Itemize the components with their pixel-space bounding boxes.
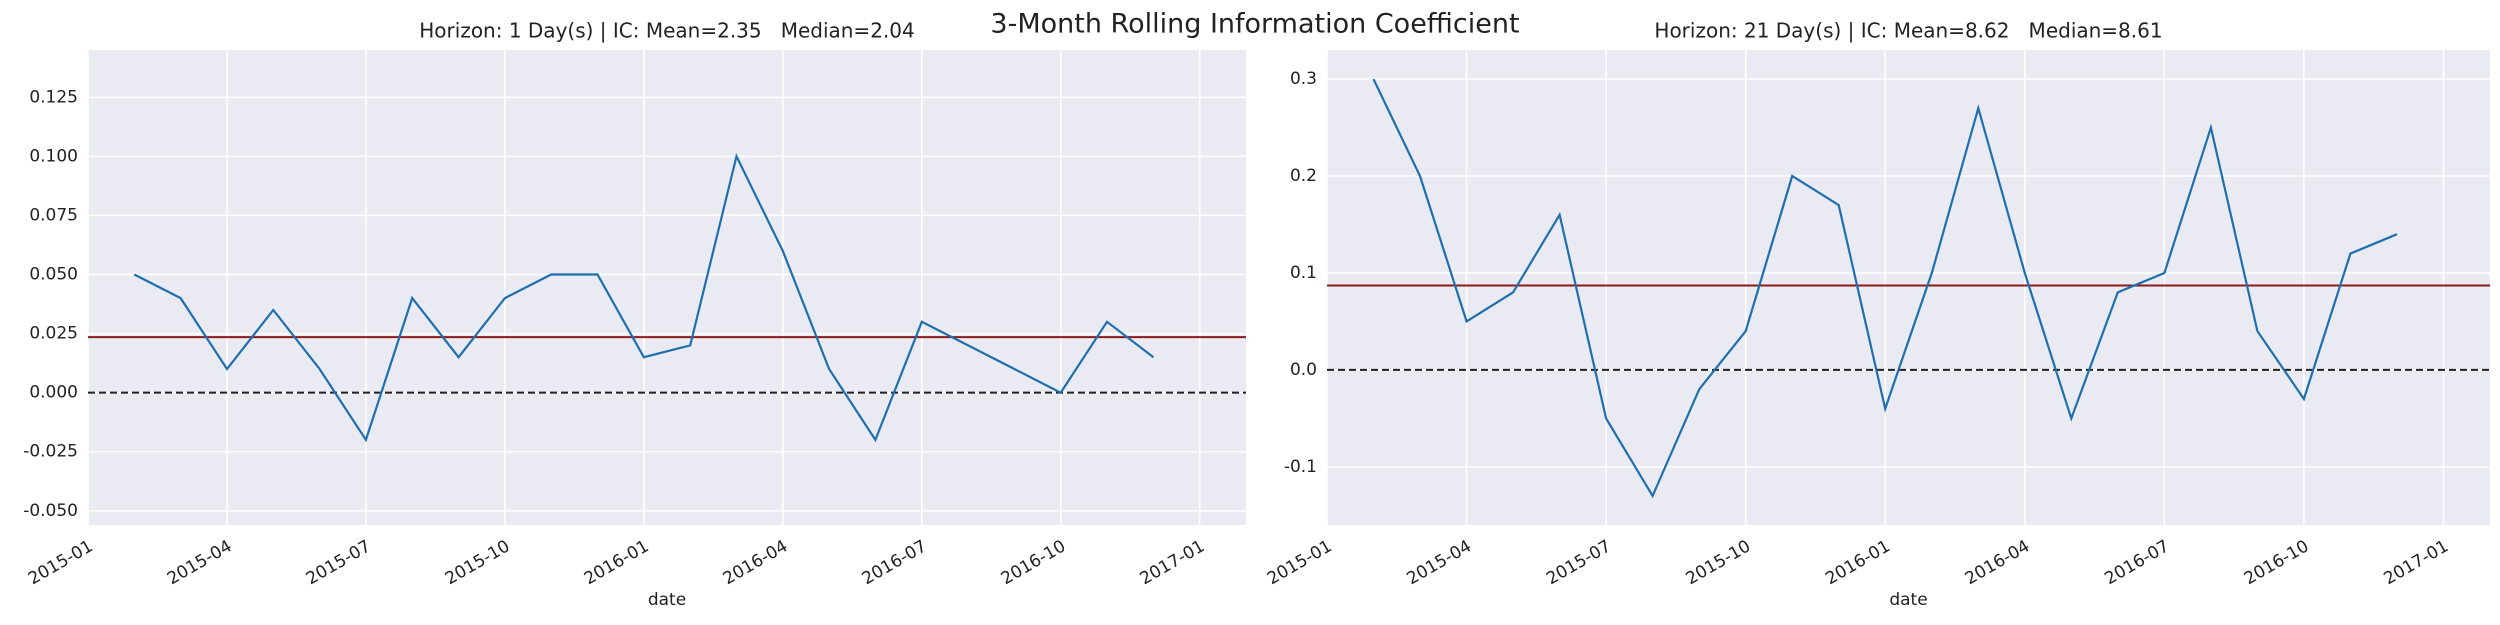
- x-tick-label: 2015-01: [1264, 536, 1336, 589]
- x-tick-label: 2015-10: [442, 536, 514, 589]
- y-tick-label: 0.100: [29, 146, 78, 166]
- x-tick-label: 2015-04: [1404, 536, 1476, 589]
- x-tick-label: 2016-10: [2241, 536, 2313, 589]
- x-tick-label: 2016-01: [581, 536, 653, 589]
- x-tick-label: 2016-01: [1822, 536, 1894, 589]
- x-tick-label: 2016-10: [998, 536, 1070, 589]
- x-tick-label: 2015-10: [1683, 536, 1755, 589]
- x-tick-label: 2015-07: [303, 536, 375, 589]
- ic-line: [133, 153, 1155, 443]
- x-tick-label: 2016-04: [720, 536, 792, 589]
- x-tick-label: 2016-07: [859, 536, 931, 589]
- y-tick-label: -0.025: [23, 442, 78, 462]
- subplot-title: Horizon: 21 Day(s) | IC: Mean=8.62 Media…: [1654, 19, 2162, 43]
- x-tick-label: 2017-01: [2380, 536, 2452, 589]
- y-tick-label: 0.1: [1290, 263, 1317, 283]
- ic-line: [1372, 78, 2398, 499]
- x-tick-label: 2015-04: [164, 536, 236, 589]
- y-tick-label: 0.125: [29, 87, 78, 107]
- x-tick-label: 2017-01: [1137, 536, 1209, 589]
- plot-area: [1327, 50, 2490, 525]
- y-tick-label: -0.1: [1284, 457, 1317, 477]
- y-tick-label: 0.2: [1290, 166, 1317, 186]
- y-tick-label: 0.0: [1290, 360, 1317, 380]
- subplot-title: Horizon: 1 Day(s) | IC: Mean=2.35 Median…: [419, 19, 914, 43]
- x-axis-label: date: [1889, 590, 1927, 610]
- y-tick-label: 0.3: [1290, 69, 1317, 89]
- plot-area: [88, 50, 1246, 525]
- y-tick-label: 0.025: [29, 324, 78, 344]
- x-tick-label: 2015-01: [25, 536, 97, 589]
- x-tick-label: 2016-07: [2101, 536, 2173, 589]
- y-tick-label: 0.000: [29, 383, 78, 403]
- x-tick-label: 2016-04: [1962, 536, 2034, 589]
- y-tick-label: 0.050: [29, 265, 78, 285]
- y-tick-label: 0.075: [29, 205, 78, 225]
- x-axis-label: date: [648, 590, 686, 610]
- x-tick-label: 2015-07: [1543, 536, 1615, 589]
- figure-title: 3-Month Rolling Information Coefficient: [990, 9, 1519, 40]
- y-tick-label: -0.050: [23, 501, 78, 521]
